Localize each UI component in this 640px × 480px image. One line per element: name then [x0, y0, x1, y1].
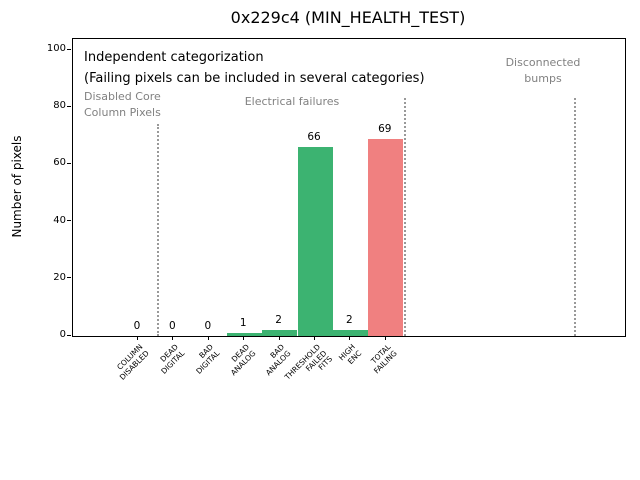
- y-tick-label: 80: [53, 100, 66, 112]
- x-tick-label-text: HIGH ENC: [337, 342, 364, 366]
- x-tick-label-text: COLUMN DISABLED: [115, 342, 151, 382]
- x-tick-label-text: TOTAL FAILING: [369, 342, 399, 376]
- x-tick-mark: [207, 336, 209, 340]
- x-tick-label-text: DEAD DIGITAL: [158, 342, 187, 376]
- y-tick-label: 40: [53, 214, 66, 226]
- region-label-disconnected-line2: bumps: [524, 71, 562, 85]
- bar-value-label: 69: [378, 122, 392, 135]
- x-tick-mark: [384, 336, 386, 340]
- bar: [297, 147, 333, 336]
- chart-title: 0x229c4 (MIN_HEALTH_TEST): [230, 8, 466, 27]
- bar-value-label: 0: [204, 320, 212, 332]
- bar-value-label: 2: [346, 314, 353, 327]
- x-tick-mark: [137, 336, 138, 340]
- region-label-disconnected-bumps: Disconnected bumps: [483, 55, 603, 86]
- y-tick-mark: [67, 220, 71, 222]
- y-tick-label: 0: [59, 329, 66, 340]
- bar-value-label: 0: [169, 320, 176, 332]
- x-tick-mark: [314, 336, 315, 340]
- category-separator-line: [574, 98, 576, 336]
- region-label-disconnected-line1: Disconnected: [505, 56, 581, 69]
- y-tick-label: 60: [53, 157, 66, 169]
- bar: [368, 138, 404, 336]
- x-tick-label-text: DEAD ANALOG: [228, 342, 257, 377]
- x-tick-label-text: BAD DIGITAL: [194, 342, 222, 376]
- y-tick-mark: [67, 277, 71, 279]
- annotation-failing-pixels-note: (Failing pixels can be included in sever…: [84, 71, 425, 86]
- annotation-independent-categorization: Independent categorization: [84, 50, 264, 65]
- y-tick-mark: [67, 48, 71, 50]
- plot-area: Independent categorization (Failing pixe…: [72, 38, 626, 337]
- bar-value-label: 0: [133, 320, 141, 332]
- category-separator-line: [403, 98, 406, 336]
- region-label-disabled-core-line2: Column Pixels: [84, 105, 161, 119]
- bar: [332, 330, 368, 336]
- y-tick-label: 20: [53, 271, 66, 283]
- x-tick-mark: [349, 336, 351, 340]
- y-tick-mark: [67, 162, 71, 164]
- region-label-disabled-core-line1: Disabled Core: [84, 90, 161, 103]
- x-tick-mark: [243, 336, 245, 340]
- bar: [262, 330, 298, 336]
- x-tick-mark: [172, 336, 174, 340]
- region-label-disabled-core: Disabled Core Column Pixels: [84, 89, 161, 120]
- y-axis-label: Number of pixels: [10, 135, 24, 238]
- y-tick-label: 100: [46, 43, 66, 54]
- y-tick-mark: [67, 334, 71, 336]
- category-separator-line: [156, 124, 159, 336]
- y-tick-mark: [67, 105, 71, 107]
- bar: [226, 333, 262, 336]
- bar-value-label: 66: [307, 131, 321, 144]
- x-tick-mark: [278, 336, 280, 340]
- bar-value-label: 1: [239, 317, 247, 330]
- bar-value-label: 2: [275, 314, 282, 327]
- region-label-electrical-failures: Electrical failures: [244, 95, 340, 108]
- x-tick-label-text: THRESHOLD FAILED FITS: [282, 342, 334, 382]
